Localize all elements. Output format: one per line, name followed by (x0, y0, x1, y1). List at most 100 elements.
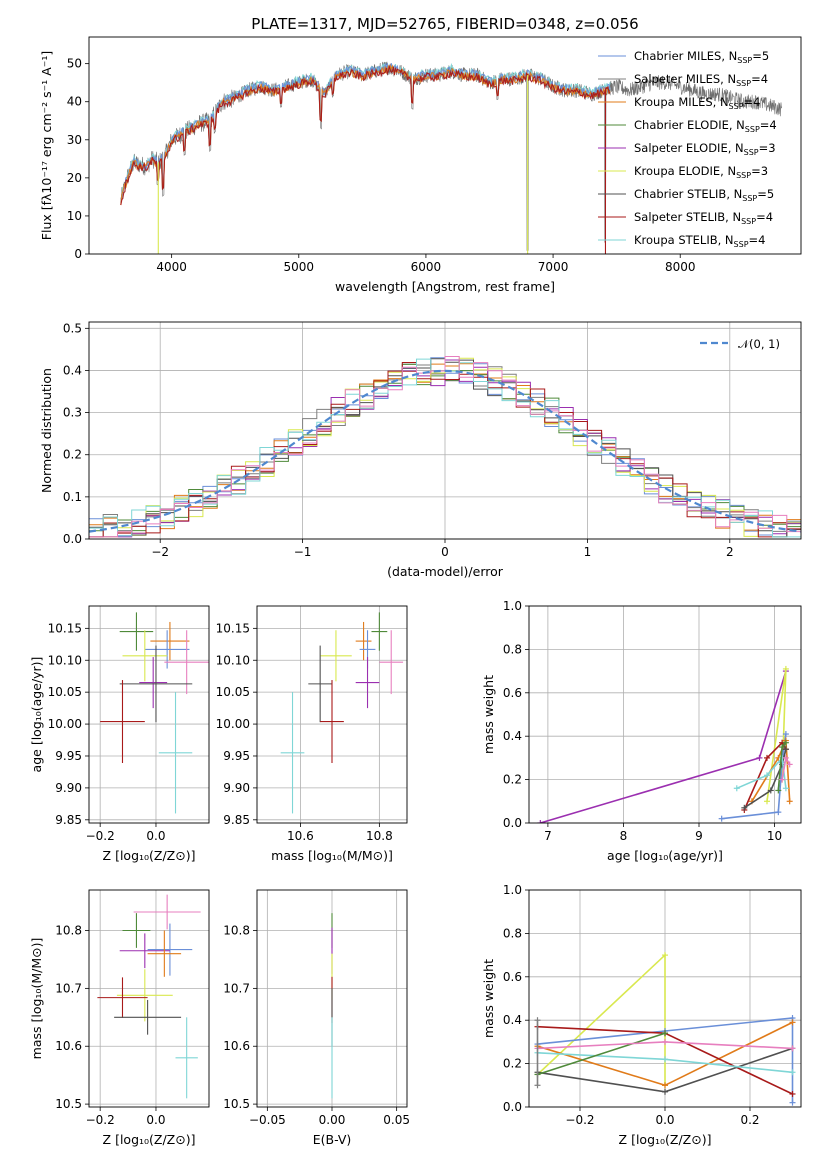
y-tick-label: 10.05 (48, 685, 82, 699)
weight-marker (786, 761, 793, 768)
y-tick-label: 9.85 (55, 813, 82, 827)
x-axis-label: mass [log₁₀(M/M⊙)] (271, 848, 393, 863)
y-tick-label: 10.7 (55, 981, 82, 995)
errorbar-point (355, 621, 372, 661)
y-tick-label: 9.90 (55, 781, 82, 795)
weight-marker (662, 952, 668, 959)
y-tick-label: 0.3 (63, 406, 82, 420)
y-axis-label: Flux [fλ10⁻¹⁷ erg cm⁻² s⁻¹ A⁻¹] (39, 51, 54, 240)
y-tick-label: 10.00 (48, 717, 82, 731)
errorbar-point (139, 657, 168, 709)
legend-sub: SSP (745, 125, 760, 134)
weight-marker (786, 798, 793, 805)
y-tick-label: 0.0 (63, 532, 82, 546)
plot-area (537, 665, 793, 823)
errorbar-point (147, 923, 193, 976)
y-tick-label: 10.8 (55, 924, 82, 938)
x-tick-label: 10.6 (287, 829, 314, 843)
legend: 𝒩(0, 1) (700, 337, 780, 351)
errorbar-point (379, 630, 404, 695)
legend-name: Salpeter ELODIE, N (634, 141, 744, 155)
weight-marker (718, 815, 725, 822)
y-tick-label: 10.7 (223, 981, 250, 995)
y-tick-label: 50 (67, 57, 82, 71)
y-tick-label: 20 (67, 171, 82, 185)
x-tick-label: −2 (151, 545, 169, 559)
y-axis-label: mass weight (481, 675, 496, 754)
x-tick-label: 0.0 (146, 829, 165, 843)
weight-marker (662, 1030, 668, 1037)
x-tick-label: −0.05 (249, 1113, 286, 1127)
y-tick-label: 10.15 (216, 621, 250, 635)
x-tick-label: −0.2 (86, 829, 115, 843)
y-tick-label: 0.2 (63, 448, 82, 462)
weight-marker (537, 820, 544, 823)
x-tick-label: 2 (726, 545, 734, 559)
y-tick-label: 0.2 (503, 773, 522, 787)
x-axis-label: Z [log₁₀(Z/Z⊙)] (103, 1132, 196, 1147)
x-tick-label: −1 (294, 545, 312, 559)
legend-name: Salpeter STELIB, N (634, 210, 741, 224)
panel-spectrum: 4000 5000 6000 7000 8000 0 10 20 30 40 50 wavelengt… (39, 36, 802, 294)
legend-sub: SSP (742, 194, 757, 203)
x-tick-label: −0.2 (86, 1113, 115, 1127)
x-tick-label: −0.2 (565, 1113, 594, 1127)
y-tick-label: 1.0 (503, 599, 522, 613)
y-tick-label: 10.5 (223, 1097, 250, 1111)
y-tick-label: 0.6 (503, 686, 522, 700)
axes-frame (528, 889, 802, 1108)
legend-entry: Chabrier STELIB, NSSP=5 (634, 187, 774, 203)
weight-marker (789, 1099, 796, 1106)
weight-marker (782, 754, 789, 761)
weight-marker (764, 754, 770, 761)
legend-entry: Salpeter ELODIE, NSSP=3 (634, 141, 776, 157)
errorbar-point (320, 630, 352, 682)
x-tick-label: 0 (441, 545, 449, 559)
y-tick-label: 10.5 (55, 1097, 82, 1111)
weight-marker (782, 746, 789, 753)
x-tick-label: 0.0 (146, 1113, 165, 1127)
x-tick-label: 8 (620, 829, 628, 843)
errorbar-point (308, 645, 332, 723)
legend-count: =3 (759, 141, 776, 155)
legend-name: Chabrier ELODIE, N (634, 118, 745, 132)
weight-marker (662, 1088, 668, 1095)
y-tick-label: 0.5 (63, 321, 82, 335)
legend-name: Chabrier STELIB, N (634, 187, 742, 201)
y-tick-label: 0.0 (503, 816, 522, 830)
figure-title: PLATE=1317, MJD=52765, FIBERID=0348, z=0… (251, 15, 638, 33)
x-tick-label: 6000 (411, 260, 442, 274)
weight-marker (775, 787, 782, 794)
axes-frame (256, 605, 408, 824)
x-axis-label: Z [log₁₀(Z/Z⊙)] (103, 848, 196, 863)
weight-marker (756, 754, 763, 761)
weight-marker (775, 809, 782, 816)
legend-entry: Chabrier ELODIE, NSSP=4 (634, 118, 777, 134)
legend-entry: Chabrier MILES, NSSP=5 (634, 49, 769, 65)
errorbar-point (114, 999, 182, 1035)
y-tick-label: 9.95 (55, 749, 82, 763)
x-tick-label: 0.0 (655, 1113, 674, 1127)
errorbar-point (133, 894, 201, 930)
axes-frame (88, 889, 210, 1108)
y-axis-label: Normed distribution (39, 368, 54, 493)
y-tick-label: 10.10 (48, 653, 82, 667)
weight-line (537, 1032, 666, 1076)
axes-frame (88, 605, 210, 824)
legend-entry: Kroupa STELIB, NSSP=4 (634, 233, 765, 249)
errorbar-point (97, 977, 148, 1018)
legend-sub: SSP (736, 171, 751, 180)
weight-line (766, 668, 787, 802)
axes-frame (88, 36, 802, 255)
y-tick-label: 10.15 (48, 621, 82, 635)
weight-marker (782, 785, 789, 792)
legend-sub: SSP (741, 217, 756, 226)
legend-count: =3 (751, 164, 768, 178)
legend-count: =5 (757, 187, 774, 201)
weight-marker (779, 744, 786, 751)
y-tick-label: 0 (74, 247, 82, 261)
legend-count: =4 (751, 72, 768, 86)
weight-marker (789, 1019, 796, 1026)
